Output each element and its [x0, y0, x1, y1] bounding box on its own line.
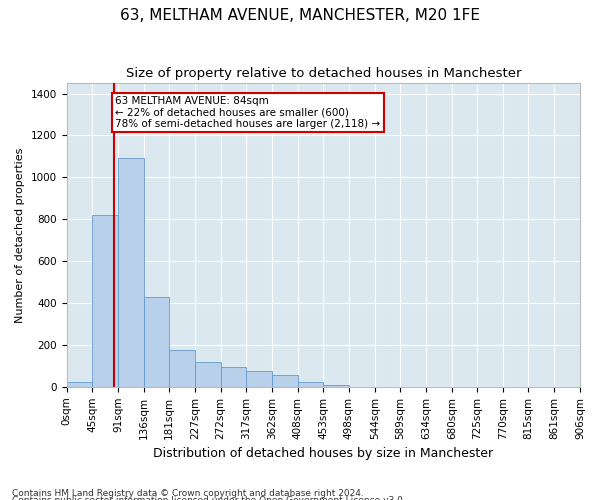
Bar: [246, 371, 272, 387]
Bar: [221, 367, 246, 387]
X-axis label: Distribution of detached houses by size in Manchester: Distribution of detached houses by size …: [153, 447, 493, 460]
Bar: [323, 385, 349, 387]
Bar: [272, 376, 298, 387]
Bar: [143, 296, 169, 387]
Text: Contains public sector information licensed under the Open Government Licence v3: Contains public sector information licen…: [12, 496, 406, 500]
Text: Contains HM Land Registry data © Crown copyright and database right 2024.: Contains HM Land Registry data © Crown c…: [12, 488, 364, 498]
Title: Size of property relative to detached houses in Manchester: Size of property relative to detached ho…: [125, 68, 521, 80]
Bar: [67, 382, 92, 387]
Y-axis label: Number of detached properties: Number of detached properties: [15, 147, 25, 322]
Bar: [195, 362, 221, 387]
Text: 63 MELTHAM AVENUE: 84sqm
← 22% of detached houses are smaller (600)
78% of semi-: 63 MELTHAM AVENUE: 84sqm ← 22% of detach…: [115, 96, 380, 129]
Bar: [298, 382, 323, 387]
Bar: [169, 350, 195, 387]
Bar: [92, 215, 118, 387]
Bar: [118, 158, 143, 387]
Text: 63, MELTHAM AVENUE, MANCHESTER, M20 1FE: 63, MELTHAM AVENUE, MANCHESTER, M20 1FE: [120, 8, 480, 22]
